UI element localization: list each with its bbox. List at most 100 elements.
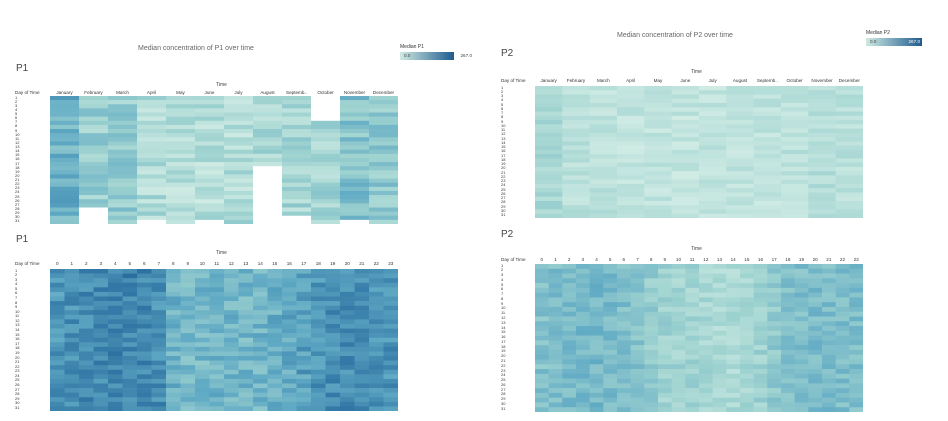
- heatmap-cell: [726, 330, 741, 336]
- heatmap-cell: [340, 174, 370, 179]
- heatmap-cell: [108, 219, 138, 224]
- heatmap-cell: [617, 141, 645, 146]
- heatmap-cell: [311, 182, 341, 188]
- heatmap-cell: [781, 383, 795, 389]
- x-tick-label: 1: [70, 261, 74, 266]
- heatmap-cell: [726, 188, 754, 193]
- legend-gradient: 0.0 267.0: [866, 38, 922, 46]
- y-tick-label: 16: [501, 148, 506, 154]
- heatmap-cell: [354, 296, 370, 302]
- y-tick-label: 10: [15, 131, 20, 137]
- heatmap-cell: [822, 364, 836, 370]
- heatmap-cell: [617, 354, 631, 360]
- heatmap-cell: [267, 365, 283, 371]
- heatmap-cell: [369, 305, 384, 311]
- heatmap-cell: [369, 328, 384, 334]
- heatmap-cell: [238, 369, 254, 375]
- heatmap-cell: [781, 98, 809, 104]
- heatmap-cell: [630, 326, 645, 332]
- heatmap-cell: [180, 323, 196, 329]
- heatmap-cell: [835, 349, 850, 356]
- heatmap-cell: [808, 378, 823, 384]
- heatmap-cell: [296, 323, 312, 329]
- heatmap-cell: [699, 407, 713, 412]
- heatmap-cell: [340, 374, 355, 380]
- heatmap-cell: [589, 111, 618, 117]
- heatmap-cell: [267, 388, 283, 393]
- y-tick-label: 10: [15, 308, 20, 314]
- heatmap-cell: [548, 316, 563, 322]
- heatmap-cell: [122, 360, 138, 366]
- heatmap-cell: [166, 278, 181, 284]
- heatmap-cell: [726, 90, 754, 95]
- heatmap-cell: [753, 166, 782, 172]
- y-tick-label: 28: [501, 391, 506, 397]
- heatmap-cell: [79, 291, 94, 297]
- heatmap-cell: [282, 157, 312, 163]
- heatmap-cell: [108, 351, 123, 357]
- heatmap-cell: [282, 178, 312, 184]
- heatmap-cell: [822, 311, 836, 317]
- heatmap-cell: [108, 195, 138, 200]
- y-tick-label: 14: [15, 327, 20, 333]
- heatmap-cell: [726, 373, 741, 379]
- heatmap-cell: [685, 316, 700, 322]
- heatmap-cell: [589, 316, 604, 322]
- heatmap-cell: [93, 365, 109, 371]
- heatmap-cell: [311, 211, 341, 217]
- heatmap-cell: [822, 345, 836, 351]
- heatmap-cell: [808, 349, 823, 356]
- heatmap-cell: [726, 145, 754, 151]
- heatmap-cell: [589, 273, 604, 279]
- heatmap-cell: [151, 269, 167, 274]
- heatmap-cell: [50, 149, 80, 155]
- heatmap-cell: [589, 345, 604, 351]
- heatmap-cell: [671, 349, 686, 356]
- heatmap-cell: [808, 392, 823, 398]
- heatmap-cell: [603, 283, 618, 289]
- heatmap-cell: [658, 297, 672, 303]
- heatmap-cell: [781, 345, 795, 351]
- heatmap-cell: [562, 141, 590, 146]
- heatmap-cell: [137, 207, 167, 212]
- heatmap-cell: [699, 373, 713, 379]
- heatmap-cell: [369, 287, 384, 293]
- heatmap-cell: [50, 374, 65, 380]
- heatmap-cell: [712, 268, 727, 274]
- x-tick-label: October: [317, 90, 334, 95]
- heatmap-cell: [151, 287, 167, 293]
- heatmap-cell: [822, 335, 836, 341]
- heatmap-cell: [781, 388, 795, 394]
- heatmap-cell: [325, 346, 341, 352]
- heatmap-cell: [282, 296, 297, 302]
- heatmap-cell: [835, 273, 850, 279]
- heatmap-cell: [369, 301, 384, 306]
- heatmap-cell: [794, 335, 809, 341]
- heatmap-cell: [562, 179, 590, 185]
- heatmap-cell: [835, 154, 863, 159]
- heatmap-cell: [617, 402, 631, 408]
- heatmap-cell: [603, 349, 618, 356]
- heatmap-cell: [781, 283, 795, 289]
- heatmap-cell: [835, 287, 850, 293]
- heatmap-cell: [808, 402, 823, 408]
- heatmap-cell: [253, 296, 268, 302]
- heatmap-cell: [658, 383, 672, 389]
- heatmap-cell: [808, 107, 836, 112]
- heatmap-cell: [166, 203, 196, 208]
- heatmap-cell: [137, 104, 167, 109]
- heatmap-cell: [562, 183, 590, 189]
- heatmap-cell: [209, 305, 225, 311]
- heatmap-cell: [50, 273, 65, 279]
- heatmap-cell: [699, 98, 727, 104]
- heatmap-cell: [369, 356, 384, 361]
- heatmap-cell: [589, 205, 618, 210]
- heatmap-cell: [79, 269, 94, 274]
- heatmap-cell: [712, 369, 727, 375]
- heatmap-cell: [726, 179, 754, 185]
- heatmap-cell: [108, 166, 138, 171]
- heatmap-cell: [603, 383, 618, 389]
- heatmap-cell: [238, 337, 254, 343]
- heatmap-cell: [340, 104, 370, 109]
- heatmap-cell: [64, 360, 80, 366]
